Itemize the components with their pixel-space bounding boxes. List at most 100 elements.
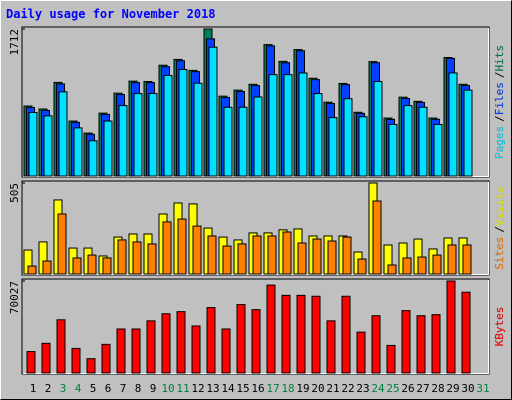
bar xyxy=(87,254,97,275)
x-tick-label: 1 xyxy=(30,382,37,395)
bar xyxy=(208,46,218,177)
bar xyxy=(206,307,216,374)
x-tick-label: 10 xyxy=(161,382,174,395)
panel-highlight xyxy=(23,280,489,374)
legend-entry: Sites xyxy=(493,237,506,270)
x-tick-label: 5 xyxy=(90,382,97,395)
legend-entry: Pages xyxy=(493,126,506,159)
x-tick-label: 27 xyxy=(416,382,429,395)
bar xyxy=(312,238,322,275)
x-tick-label: 25 xyxy=(386,382,399,395)
bar xyxy=(192,225,202,275)
bar xyxy=(133,93,143,177)
legend-separator: / xyxy=(493,72,506,79)
x-tick-label: 3 xyxy=(60,382,67,395)
bar xyxy=(373,81,383,177)
bar xyxy=(341,295,351,374)
bar xyxy=(42,260,52,275)
bar xyxy=(161,313,171,374)
x-tick-label: 23 xyxy=(356,382,369,395)
bar xyxy=(313,93,323,177)
bar xyxy=(146,320,156,374)
bar xyxy=(282,231,292,275)
bar xyxy=(267,235,277,275)
bar xyxy=(448,72,458,177)
x-tick-label: 8 xyxy=(135,382,142,395)
bar xyxy=(328,117,338,177)
bar xyxy=(251,309,261,374)
y-tick-label: 1712 xyxy=(8,29,21,56)
y-tick-label: 70027 xyxy=(8,281,21,314)
bar xyxy=(327,240,337,275)
x-tick-label: 12 xyxy=(191,382,204,395)
y-tick-label: 505 xyxy=(8,183,21,203)
bar xyxy=(372,200,382,275)
bar xyxy=(253,96,263,177)
bar xyxy=(86,358,96,374)
bar xyxy=(388,123,398,177)
bar xyxy=(73,127,83,177)
x-tick-label: 18 xyxy=(281,382,294,395)
x-tick-label: 16 xyxy=(251,382,264,395)
bar xyxy=(403,105,413,177)
bar xyxy=(311,295,321,374)
bar xyxy=(463,89,473,177)
x-tick-label: 30 xyxy=(461,382,474,395)
bar xyxy=(163,75,173,177)
bar xyxy=(402,257,412,275)
bar xyxy=(281,294,291,374)
x-tick-label: 6 xyxy=(105,382,112,395)
x-tick-label: 2 xyxy=(45,382,52,395)
chart-title: Daily usage for November 2018 xyxy=(6,7,216,21)
bar xyxy=(71,347,81,374)
bar xyxy=(266,284,276,374)
bar xyxy=(131,328,141,374)
x-tick-label: 22 xyxy=(341,382,354,395)
bar xyxy=(357,258,367,275)
x-tick-label: 28 xyxy=(431,382,444,395)
bar xyxy=(178,69,188,177)
bar xyxy=(236,304,246,374)
bar xyxy=(176,311,186,374)
bar xyxy=(446,280,456,374)
bar xyxy=(103,120,113,177)
bar xyxy=(461,291,471,374)
bar xyxy=(343,98,353,177)
bar xyxy=(56,319,66,374)
x-tick-label: 29 xyxy=(446,382,459,395)
bar xyxy=(221,328,231,374)
legend: KBytes xyxy=(493,307,506,347)
bar xyxy=(401,310,411,374)
bar xyxy=(296,294,306,374)
bar xyxy=(447,244,457,275)
bar xyxy=(41,342,51,374)
x-tick-label: 24 xyxy=(371,382,385,395)
bar xyxy=(238,106,248,177)
bar xyxy=(223,106,233,177)
bar xyxy=(358,116,368,177)
bar xyxy=(326,320,336,374)
x-tick-label: 11 xyxy=(176,382,189,395)
bar xyxy=(417,256,427,275)
legend: Pages/Files/Hits xyxy=(493,45,506,159)
x-tick-label: 17 xyxy=(266,382,279,395)
bar xyxy=(418,106,428,177)
bar xyxy=(268,74,278,177)
bar xyxy=(147,243,157,275)
bar xyxy=(222,245,232,275)
x-tick-label: 31 xyxy=(476,382,489,395)
legend-separator: / xyxy=(493,226,506,233)
bar xyxy=(252,235,262,275)
bar xyxy=(132,241,142,275)
bar xyxy=(416,315,426,374)
x-tick-label: 13 xyxy=(206,382,219,395)
bar xyxy=(356,331,366,374)
legend-entry: KBytes xyxy=(493,307,506,347)
bar xyxy=(72,257,82,275)
legend: Sites /Visits xyxy=(493,186,506,270)
bar xyxy=(342,236,352,275)
bar xyxy=(433,123,443,177)
